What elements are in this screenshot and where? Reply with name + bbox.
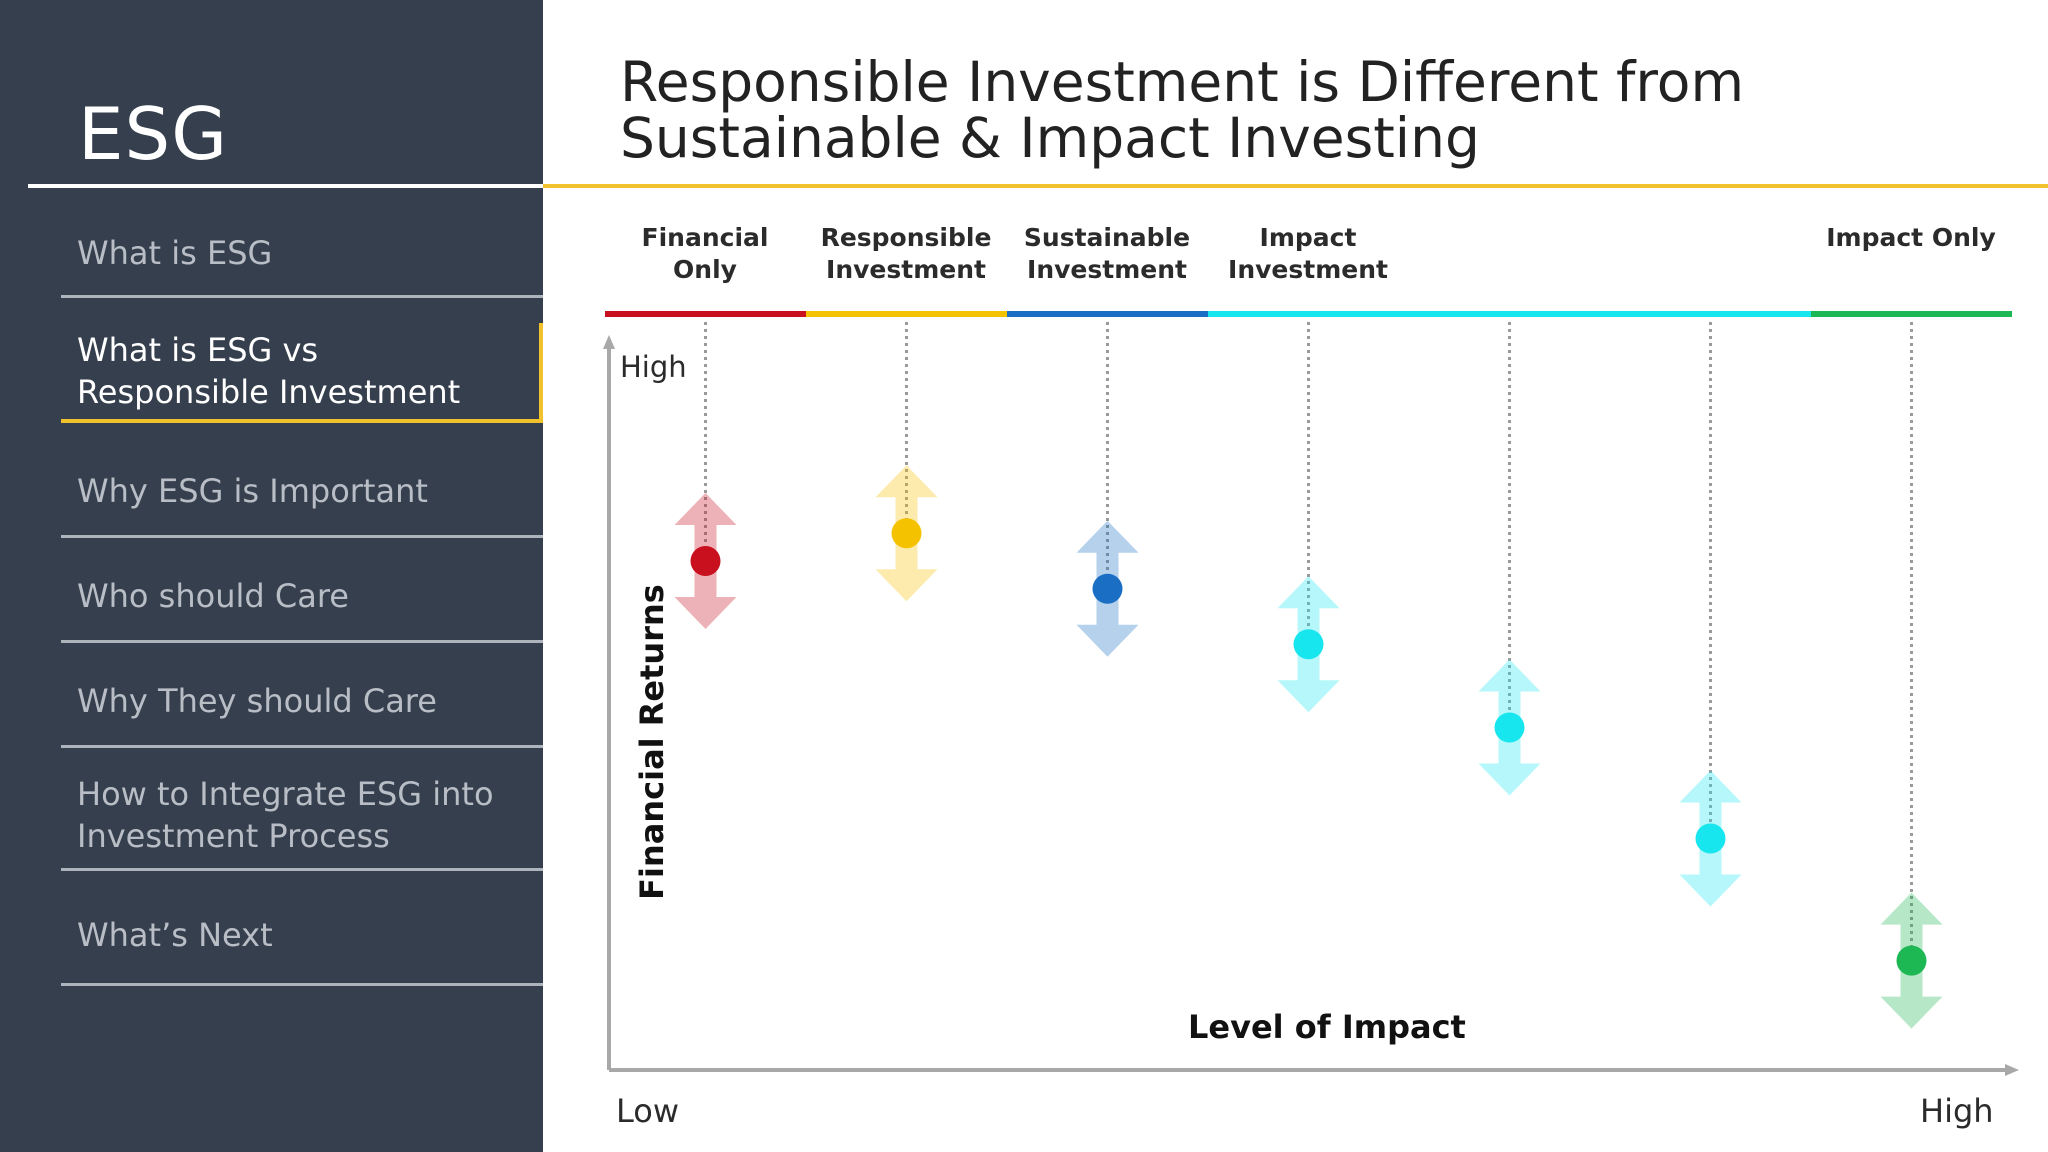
nav-item-why-esg-is-important[interactable]: Why ESG is Important [61,446,543,538]
nav-item-label: Why ESG is Important [77,471,428,510]
nav-item-label: Why They should Care [77,681,437,720]
sidebar-panel: ESG What is ESG What is ESG vs Responsib… [0,0,543,1152]
nav-item-what-is-esg[interactable]: What is ESG [61,210,543,298]
x-axis-low-label: Low [616,1092,680,1130]
category-header-responsible-investment: Responsible Investment [811,222,1001,286]
impact-point-group [674,322,737,629]
category-label-line-2: Only [673,255,737,284]
page-title: Responsible Investment is Different from… [620,54,2000,166]
sidebar-brand-title: ESG [78,92,228,176]
impact-point-dot [1494,712,1525,743]
color-bar-segment [1007,311,1208,317]
x-axis-label: Level of Impact [1188,1008,1466,1046]
impact-point-group [1277,322,1340,713]
category-label-line-1: Impact Only [1826,223,1996,252]
color-bar-segment [1811,311,2012,317]
impact-point-dot [1293,629,1324,660]
category-header-sustainable-investment: Sustainable Investment [1012,222,1202,286]
page-title-line-1: Responsible Investment is Different from [620,50,1745,114]
impact-point-dot [1896,945,1927,976]
category-label-line-1: Impact [1259,223,1357,252]
category-header-impact-only: Impact Only [1816,222,2006,254]
category-label-line-1: Financial [641,223,769,252]
category-label-line-1: Responsible [820,223,992,252]
nav-item-label: Who should Care [77,576,349,615]
page-title-line-2: Sustainable & Impact Investing [620,106,1480,170]
impact-point-dot [1695,823,1726,854]
nav-item-label: What’s Next [77,915,273,954]
impact-point-dot [690,546,721,576]
impact-point-group [875,322,938,602]
nav-item-esg-vs-responsible-investment[interactable]: What is ESG vs Responsible Investment [61,323,543,423]
category-label-line-2: Investment [1027,255,1187,284]
impact-point-group [1478,322,1541,796]
title-divider [543,184,2048,188]
category-color-bar [605,311,2012,317]
nav-item-label: How to Integrate ESG into Investment Pro… [77,774,494,855]
category-label-line-1: Sustainable [1023,223,1191,252]
impact-point-group [1679,322,1742,907]
nav-item-why-they-should-care[interactable]: Why They should Care [61,656,543,748]
y-axis-high-label: High [620,350,687,384]
color-bar-segment [806,311,1007,317]
impact-columns [674,322,1943,1029]
color-bar-segment [1610,311,1811,317]
category-label-line-2: Investment [826,255,986,284]
category-label-line-2: Investment [1228,255,1388,284]
nav-item-label: What is ESG [77,233,273,272]
color-bar-segment [1208,311,1409,317]
impact-point-group [1880,322,1943,1029]
color-bar-segment [605,311,806,317]
y-axis-label: Financial Returns [633,584,671,900]
impact-point-group [1076,322,1139,657]
x-axis-high-label: High [1920,1092,1994,1130]
impact-point-dot [1092,573,1123,604]
color-bar-segment [1409,311,1610,317]
brand-divider [28,184,543,188]
nav-item-label: What is ESG vs Responsible Investment [77,331,461,411]
nav-item-who-should-care[interactable]: Who should Care [61,551,543,643]
category-header-impact-investment: Impact Investment [1213,222,1403,286]
nav-item-whats-next[interactable]: What’s Next [61,886,543,986]
nav-item-integrate-esg[interactable]: How to Integrate ESG into Investment Pro… [61,761,543,871]
impact-point-dot [891,518,922,549]
category-header-financial-only: Financial Only [610,222,800,286]
